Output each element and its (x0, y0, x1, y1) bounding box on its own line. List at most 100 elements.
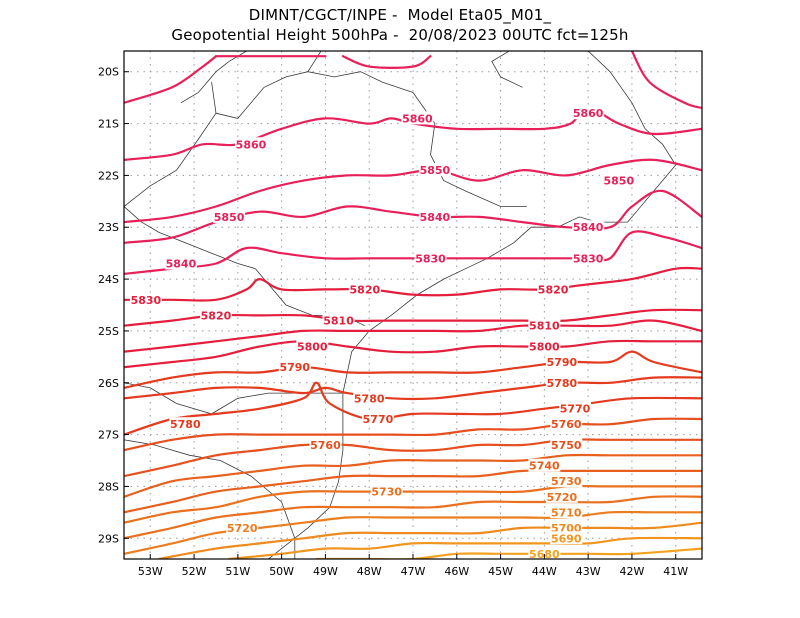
contour-label: 5840 (166, 258, 197, 271)
lon-tick-label: 47W (401, 565, 426, 578)
lon-tick-label: 52W (182, 565, 207, 578)
boundary-line (491, 51, 523, 88)
boundary-line (124, 206, 256, 270)
contour-line-5810 (124, 319, 702, 353)
contour-label-bg (226, 520, 259, 534)
lat-tick-label: 28S (98, 480, 119, 493)
contour-label-bg (418, 163, 451, 177)
contour-label-bg (572, 106, 605, 120)
contour-label-bg (361, 412, 394, 426)
lat-tick-label: 29S (98, 532, 119, 545)
contour-label: 5750 (551, 439, 582, 452)
axes: 20S 21S 22S 23S 24S 25S 26S 27S 28S 29S 53W 52W 51W 5… (98, 66, 688, 578)
lat-tick-label: 23S (98, 221, 119, 234)
lon-tick-label: 45W (488, 565, 513, 578)
lat-tick-label: 22S (98, 169, 119, 182)
contour-label-bg (550, 417, 583, 431)
contour-label-bg (348, 282, 381, 296)
contour-label-bg (278, 360, 311, 374)
contour-label: 5780 (170, 418, 201, 431)
contour-label-bg (353, 391, 386, 405)
lon-tick-label: 51W (225, 565, 250, 578)
contour-label: 5850 (420, 164, 451, 177)
contour-label-bg (528, 458, 561, 472)
boundary-line (412, 92, 527, 207)
contour-label: 5810 (529, 320, 560, 333)
contour-label-bg (550, 531, 583, 545)
contour-label-bg (129, 292, 162, 306)
contour-label-bg (550, 474, 583, 488)
contour-label-bg (545, 375, 578, 389)
contour-label: 5780 (354, 392, 385, 405)
contour-label: 5860 (402, 112, 433, 125)
contour-line-5760 (124, 438, 702, 478)
contour-label: 5850 (214, 211, 245, 224)
contour-label: 5850 (603, 175, 634, 188)
lon-tick-label: 43W (576, 565, 601, 578)
contour-label-bg (414, 251, 447, 265)
contour-line-5740 (124, 469, 702, 514)
contour-label-bg (572, 251, 605, 265)
boundary-line (180, 51, 247, 104)
boundary-line (307, 51, 322, 72)
contour-label-bg (528, 339, 561, 353)
contour-label-bg (550, 437, 583, 451)
contour-label: 5840 (573, 221, 604, 234)
map-title-line-1: DIMNT/CGCT/INPE - Model Eta05_M01_ (248, 6, 552, 24)
contour-label-bg (322, 313, 355, 327)
contour-line-5850 (124, 158, 702, 224)
contour-line-5780 (124, 376, 702, 401)
contour-label: 5790 (547, 356, 578, 369)
contour-label-bg (370, 484, 403, 498)
lat-tick-label: 24S (98, 273, 119, 286)
contour-label: 5690 (551, 532, 582, 545)
lon-tick-label: 46W (444, 565, 469, 578)
contour-label: 5760 (551, 418, 582, 431)
contour-label: 5710 (551, 506, 582, 519)
contour-label-bg (418, 209, 451, 223)
contour-label-bg (296, 339, 329, 353)
contour-label-bg (528, 318, 561, 332)
contour-label: 5840 (420, 211, 451, 224)
contour-label: 5730 (371, 486, 402, 499)
contour-label: 5820 (350, 283, 381, 296)
boundary-line (124, 439, 296, 559)
contour-label-bg (401, 111, 434, 125)
lon-tick-label: 42W (620, 565, 645, 578)
lat-tick-label: 21S (98, 118, 119, 131)
contour-label: 5760 (310, 439, 341, 452)
contour-label-bg (164, 256, 197, 270)
contour-label-bg (528, 546, 561, 560)
lat-tick-label: 20S (98, 66, 119, 79)
map-title-line-2: Geopotential Height 500hPa - 20/08/2023 … (171, 26, 629, 44)
contour-line-5720 (124, 495, 702, 540)
contour-line-5830 (124, 266, 702, 302)
contour-label-bg (537, 282, 570, 296)
lon-tick-label: 41W (663, 565, 688, 578)
contour-label-bg (213, 209, 246, 223)
lon-tick-label: 44W (532, 565, 557, 578)
boundary-line (587, 51, 677, 166)
boundary-line (268, 164, 677, 559)
contour-label: 5860 (573, 107, 604, 120)
lat-tick-label: 26S (98, 377, 119, 390)
contour-line-5730 (124, 484, 702, 524)
contour-label: 5830 (131, 294, 162, 307)
contour-line-5700 (157, 521, 702, 559)
contour-label: 5770 (363, 413, 394, 426)
contour-label: 5820 (538, 283, 569, 296)
contour-label-bg (572, 220, 605, 234)
lon-tick-label: 49W (313, 565, 338, 578)
contour-label-bg (545, 489, 578, 503)
contour-label: 5770 (560, 403, 591, 416)
contour-label: 5740 (529, 460, 560, 473)
contour-label: 5720 (227, 522, 258, 535)
contour-line-5860 (341, 55, 432, 69)
contour-line-5720 (124, 510, 702, 555)
lon-tick-label: 48W (357, 565, 382, 578)
contour-label-bg (234, 137, 267, 151)
lon-tick-label: 50W (269, 565, 294, 578)
contour-line-5860 (630, 51, 702, 110)
contour-label: 5790 (279, 361, 310, 374)
contour-line-5690 (228, 536, 702, 559)
